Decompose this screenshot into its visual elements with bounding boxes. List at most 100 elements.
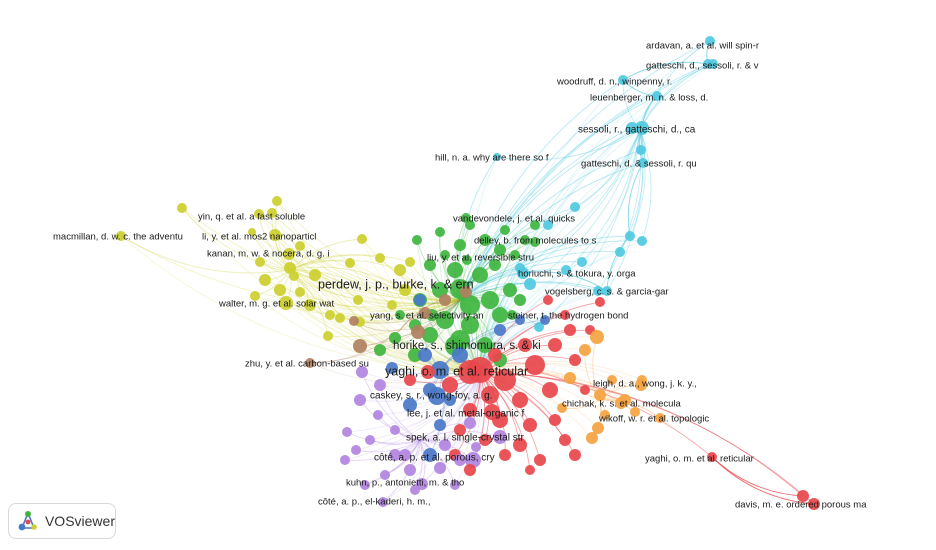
- network-node[interactable]: [342, 427, 352, 437]
- network-node[interactable]: [515, 263, 525, 273]
- network-node[interactable]: [462, 255, 472, 265]
- network-node[interactable]: [705, 36, 715, 46]
- network-node[interactable]: [630, 407, 640, 417]
- network-node[interactable]: [442, 377, 458, 393]
- network-node[interactable]: [440, 250, 450, 260]
- network-node[interactable]: [570, 202, 580, 212]
- node-label[interactable]: kuhn, p., antonietti, m. & tho: [346, 478, 464, 489]
- network-node[interactable]: [389, 332, 401, 344]
- network-node[interactable]: [707, 452, 717, 462]
- network-node[interactable]: [463, 403, 477, 417]
- network-node[interactable]: [304, 299, 316, 311]
- network-node[interactable]: [586, 432, 598, 444]
- network-node[interactable]: [569, 449, 581, 461]
- network-node[interactable]: [335, 313, 345, 323]
- network-node[interactable]: [590, 330, 604, 344]
- network-node[interactable]: [394, 264, 406, 276]
- network-node[interactable]: [525, 465, 535, 475]
- node-label[interactable]: yaghi, o. m. et al. reticular: [645, 454, 754, 465]
- network-node[interactable]: [279, 296, 293, 310]
- network-node[interactable]: [510, 250, 520, 260]
- network-node[interactable]: [414, 294, 426, 306]
- network-node[interactable]: [399, 284, 411, 296]
- network-node[interactable]: [386, 362, 398, 374]
- network-node[interactable]: [269, 229, 281, 241]
- network-node[interactable]: [421, 365, 435, 379]
- network-node[interactable]: [373, 410, 383, 420]
- network-node[interactable]: [351, 445, 361, 455]
- network-node[interactable]: [410, 485, 420, 495]
- network-node[interactable]: [467, 357, 493, 383]
- network-node[interactable]: [434, 419, 446, 431]
- network-node[interactable]: [116, 231, 126, 241]
- node-label[interactable]: yin, q. et al. a fast soluble: [198, 212, 305, 223]
- network-node[interactable]: [493, 430, 507, 444]
- network-node[interactable]: [515, 315, 525, 325]
- network-node[interactable]: [395, 310, 405, 320]
- network-node[interactable]: [479, 234, 491, 246]
- network-node[interactable]: [625, 231, 635, 241]
- network-node[interactable]: [472, 267, 488, 283]
- network-node[interactable]: [353, 295, 363, 305]
- node-label[interactable]: wikoff, w. r. et al. topologic: [598, 414, 709, 425]
- network-node[interactable]: [254, 209, 264, 219]
- network-node[interactable]: [494, 324, 506, 336]
- network-node[interactable]: [454, 454, 466, 466]
- node-label[interactable]: horike, s., shimomura, s. & ki: [393, 340, 541, 352]
- node-label[interactable]: horiuchi, s. & tokura, y. orga: [518, 269, 636, 280]
- network-node[interactable]: [431, 361, 449, 379]
- network-node[interactable]: [465, 220, 475, 230]
- network-node[interactable]: [423, 383, 437, 397]
- network-node[interactable]: [564, 372, 576, 384]
- node-label[interactable]: chichak, k. s. et al. molecula: [562, 399, 682, 410]
- network-node[interactable]: [436, 311, 454, 329]
- network-node[interactable]: [411, 325, 425, 339]
- node-label[interactable]: perdew, j. p., burke, k. & ern: [318, 277, 474, 291]
- network-node[interactable]: [461, 316, 479, 334]
- network-node[interactable]: [267, 208, 277, 218]
- network-node[interactable]: [577, 257, 587, 267]
- node-label[interactable]: kanan, m. w. & nocera, d. g. i: [207, 249, 330, 260]
- network-node[interactable]: [323, 331, 333, 341]
- node-label[interactable]: woodruff, d. n., winpenny, r.: [556, 77, 672, 88]
- network-node[interactable]: [378, 497, 388, 507]
- network-node[interactable]: [460, 295, 480, 315]
- network-node[interactable]: [479, 434, 491, 446]
- network-node[interactable]: [579, 344, 591, 356]
- network-node[interactable]: [500, 225, 510, 235]
- network-node[interactable]: [569, 354, 581, 366]
- network-node[interactable]: [365, 435, 375, 445]
- network-node[interactable]: [353, 339, 367, 353]
- network-node[interactable]: [349, 316, 359, 326]
- network-node[interactable]: [637, 375, 647, 385]
- network-node[interactable]: [797, 490, 809, 502]
- node-label[interactable]: yaghi, o. m. et al. reticular: [385, 364, 528, 378]
- network-node[interactable]: [514, 294, 526, 306]
- node-label[interactable]: leigh, d. a., wong, j. k. y.,: [593, 379, 697, 390]
- network-node[interactable]: [305, 358, 315, 368]
- network-node[interactable]: [387, 300, 397, 310]
- network-node[interactable]: [543, 295, 553, 305]
- network-node[interactable]: [389, 449, 401, 461]
- network-node[interactable]: [481, 386, 499, 404]
- network-node[interactable]: [464, 464, 476, 476]
- network-node[interactable]: [454, 239, 466, 251]
- network-node[interactable]: [493, 153, 501, 161]
- network-node[interactable]: [637, 236, 647, 246]
- network-node[interactable]: [255, 257, 265, 267]
- network-node[interactable]: [523, 418, 537, 432]
- network-node[interactable]: [418, 348, 432, 362]
- node-label[interactable]: ardavan, a. et al. will spin-r: [646, 41, 759, 52]
- network-node[interactable]: [494, 244, 506, 256]
- network-node[interactable]: [434, 462, 446, 474]
- network-node[interactable]: [404, 374, 416, 386]
- network-node[interactable]: [592, 422, 604, 434]
- network-node[interactable]: [543, 220, 553, 230]
- network-node[interactable]: [635, 121, 649, 135]
- network-node[interactable]: [652, 91, 662, 101]
- network-node[interactable]: [520, 235, 530, 245]
- network-node[interactable]: [356, 366, 368, 378]
- network-node[interactable]: [447, 262, 463, 278]
- network-node[interactable]: [444, 394, 456, 406]
